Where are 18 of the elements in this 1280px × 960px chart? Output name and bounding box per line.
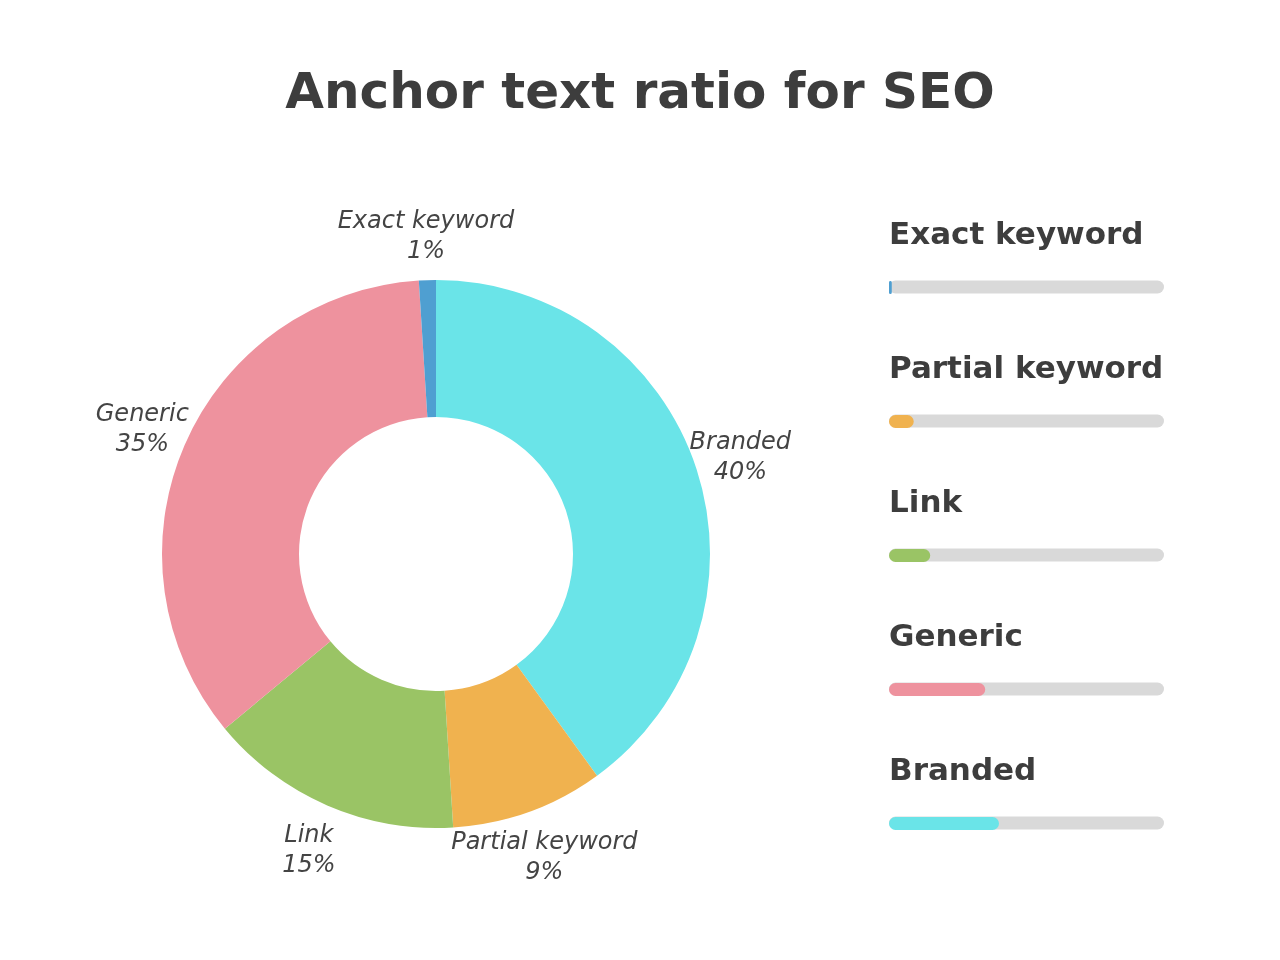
slice-label: Branded (689, 427, 792, 456)
y-tick-label: Link (889, 482, 963, 521)
data-label: 40% (713, 457, 768, 486)
y-tick-label: Exact keyword (889, 214, 1144, 253)
slice-label: Partial keyword (451, 827, 639, 856)
donut-slice (418, 280, 436, 418)
slice-label: Generic (95, 398, 189, 427)
slice-label: Exact keyword (337, 206, 516, 235)
data-label: 35% (115, 428, 169, 457)
y-tick-label: Partial keyword (889, 348, 1164, 387)
y-tick-label: Generic (889, 616, 1023, 655)
chart-title: Anchor text ratio for SEO (284, 62, 996, 120)
y-tick-label: Branded (889, 750, 1037, 789)
donut-slice (444, 664, 598, 828)
data-label: 9% (525, 857, 564, 886)
data-label: 1% (406, 236, 445, 265)
data-label: 15% (282, 849, 336, 878)
slice-label: Link (284, 819, 335, 848)
